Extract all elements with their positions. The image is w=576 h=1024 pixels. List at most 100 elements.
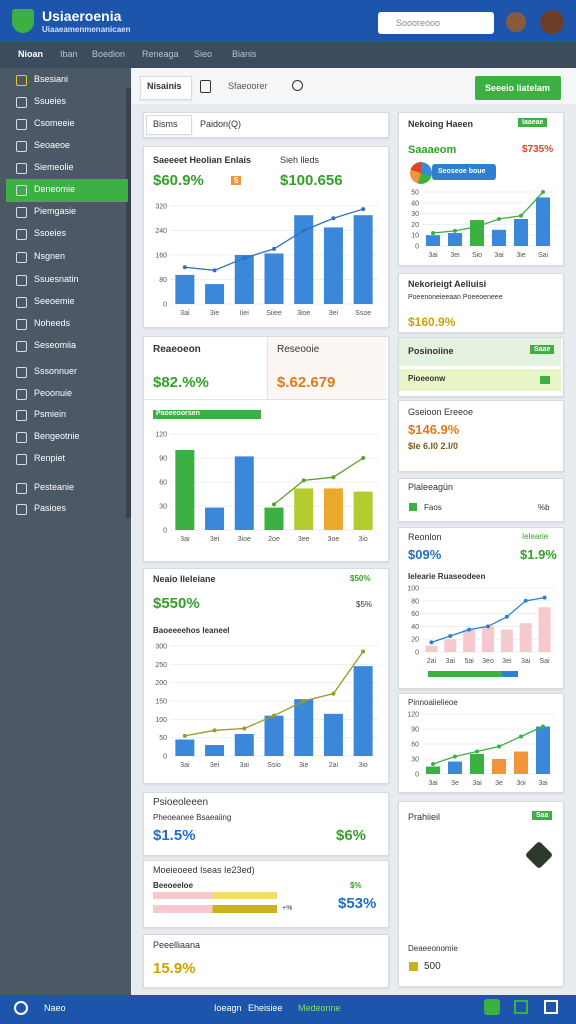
sidebar-icon[interactable] — [16, 367, 27, 378]
nav-item[interactable]: Bianis — [232, 49, 257, 59]
filter-tab[interactable] — [146, 115, 192, 135]
sidebar-item[interactable]: Seeoemie — [34, 296, 75, 306]
sidebar-icon[interactable] — [16, 483, 27, 494]
x-tick-label: 2ai — [427, 658, 437, 665]
sidebar-item[interactable]: Piemgasie — [34, 206, 77, 216]
x-tick-label: 3ei — [329, 310, 339, 317]
sidebar-item[interactable]: Ssuesnatin — [34, 274, 79, 284]
bar — [519, 623, 532, 652]
sidebar-icon[interactable] — [16, 297, 27, 308]
nav-item[interactable]: Reneaga — [142, 49, 179, 59]
button-label[interactable]: Seeeio liatelam — [485, 83, 551, 93]
sidebar-item[interactable]: Noheeds — [34, 318, 71, 328]
tab-label[interactable]: Sfaeoorer — [228, 81, 268, 91]
sidebar-item[interactable]: Peoonuie — [34, 388, 73, 398]
sidebar-icon[interactable] — [16, 207, 27, 218]
bar — [425, 766, 441, 774]
sidebar-item[interactable]: Pesteanie — [34, 482, 75, 492]
tab-label[interactable]: Nisainis — [147, 81, 182, 91]
footer-item[interactable]: Medeonne — [298, 1003, 341, 1013]
sidebar-item[interactable]: Renpiet — [34, 453, 66, 463]
filter-label[interactable]: Paidon(Q) — [200, 119, 242, 129]
sidebar-item[interactable]: Nsgnen — [34, 251, 66, 261]
action-button[interactable] — [475, 76, 561, 100]
search-box[interactable] — [378, 12, 494, 34]
card-title: Nekorieigt Aeliuisi — [408, 279, 487, 289]
x-tick-label: 3oi — [516, 780, 526, 787]
x-tick-label: 3oe — [328, 536, 340, 543]
sidebar-item[interactable]: Pasioes — [34, 503, 67, 513]
x-tick-label: Sai — [538, 252, 549, 259]
search-placeholder: Soooreooo — [396, 18, 441, 28]
progress-bar — [153, 905, 277, 913]
pill[interactable] — [432, 164, 496, 180]
sidebar-item[interactable]: Bengeotnie — [34, 431, 80, 441]
sidebar-icon[interactable] — [16, 119, 27, 130]
sidebar-item[interactable]: Psmiein — [34, 409, 67, 419]
sidebar-item[interactable]: Bsesiani — [34, 74, 69, 84]
pill-label[interactable]: Seoseoe boue — [438, 168, 486, 175]
x-tick-label: 3ai — [180, 762, 190, 769]
y-tick-label: 30 — [159, 504, 167, 511]
bar — [205, 745, 225, 756]
footer-item[interactable]: Naeo — [44, 1003, 66, 1013]
sidebar-item[interactable]: Seoaeoe — [34, 140, 71, 150]
sidebar-icon[interactable] — [16, 185, 27, 196]
line-point — [497, 217, 501, 221]
bar — [491, 759, 507, 774]
filter-label[interactable]: Bisms — [153, 119, 178, 129]
tab[interactable] — [140, 76, 192, 100]
icon[interactable] — [200, 80, 211, 93]
y-tick-label: 90 — [411, 727, 419, 734]
sidebar-item[interactable]: Ssoeies — [34, 228, 67, 238]
sidebar-item[interactable]: Seseomiia — [34, 340, 77, 350]
badge: 5 — [231, 176, 242, 185]
sidebar-icon[interactable] — [16, 454, 27, 465]
sidebar-icon[interactable] — [16, 97, 27, 108]
footer-item[interactable]: Eheisiee — [248, 1003, 283, 1013]
icon[interactable] — [514, 1000, 528, 1014]
app-subtitle: Uiaaeamenmenanicaen — [42, 25, 131, 34]
sidebar-icon[interactable] — [16, 389, 27, 400]
sidebar-item[interactable]: Csomeeie — [34, 118, 75, 128]
sidebar-item[interactable]: Sssonnuer — [34, 366, 78, 376]
logo — [12, 9, 34, 33]
y-tick-label: 0 — [163, 302, 167, 309]
active-item-bg[interactable] — [6, 179, 128, 202]
sidebar-icon[interactable] — [16, 252, 27, 263]
sidebar-item[interactable]: Deneomie — [34, 184, 76, 194]
metric-label: Saaaeom — [408, 144, 457, 156]
chart: 0 10 20 30 40 50 3ai 3ei Sio 3ai 3ie Sai — [411, 190, 554, 259]
nav-item[interactable]: Iban — [60, 49, 78, 59]
sidebar-icon[interactable] — [16, 432, 27, 443]
sidebar-item[interactable]: Ssueies — [34, 96, 67, 106]
icon[interactable] — [14, 1001, 28, 1015]
nav-item[interactable]: Sieo — [194, 49, 213, 59]
nav-item[interactable]: Boedion — [92, 49, 126, 59]
sidebar-icon[interactable] — [16, 275, 27, 286]
y-tick-label: 0 — [415, 772, 419, 779]
sidebar-icon[interactable] — [16, 341, 27, 352]
sidebar-icon[interactable] — [16, 229, 27, 240]
footer-item[interactable]: Ioeagn — [214, 1003, 242, 1013]
sidebar-icon[interactable] — [16, 75, 27, 86]
sidebar-icon[interactable] — [16, 163, 27, 174]
x-tick-label: 3ie — [299, 762, 308, 769]
y-tick-label: 0 — [163, 528, 167, 535]
sidebar-icon[interactable] — [16, 319, 27, 330]
icon[interactable] — [484, 999, 500, 1015]
row-label: Pioeeonw — [408, 374, 446, 383]
avatar[interactable] — [540, 10, 564, 34]
sidebar-icon[interactable] — [16, 504, 27, 515]
avatar[interactable] — [506, 12, 526, 32]
sidebar-item[interactable]: Siemeolie — [34, 162, 74, 172]
scrollbar — [126, 88, 131, 518]
line-point — [212, 728, 217, 733]
sidebar-icon[interactable] — [16, 410, 27, 421]
metric-value: $82.%% — [153, 374, 209, 391]
sidebar-icon[interactable] — [16, 141, 27, 152]
nav-item[interactable]: Nioan — [18, 49, 44, 59]
icon[interactable] — [292, 80, 303, 91]
metric-label: Ielearie — [522, 532, 549, 541]
icon[interactable] — [544, 1000, 558, 1014]
